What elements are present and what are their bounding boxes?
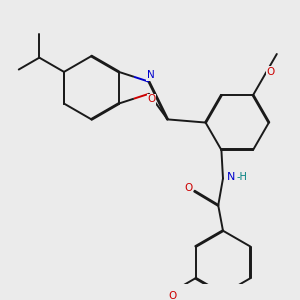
Text: O: O: [168, 291, 176, 300]
Text: O: O: [147, 94, 156, 104]
Text: O: O: [266, 67, 274, 76]
Text: -H: -H: [236, 172, 247, 182]
Text: O: O: [184, 183, 192, 193]
Text: N: N: [227, 172, 235, 182]
Text: N: N: [147, 70, 154, 80]
